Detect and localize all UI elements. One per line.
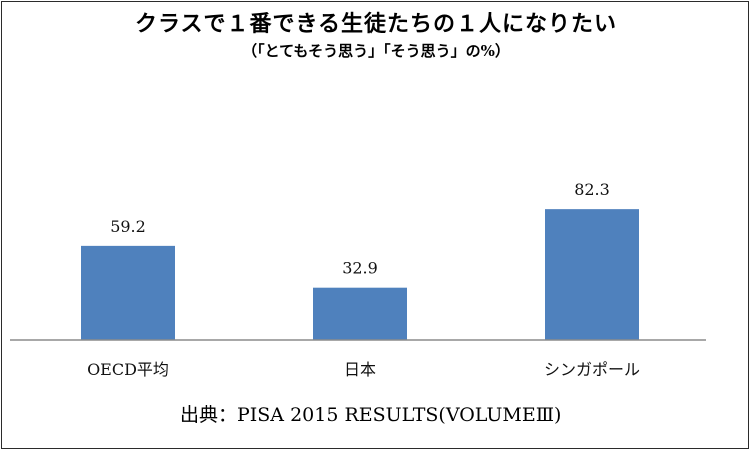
chart-subtitle: （「とてもそう思う」「そう思う」の%）	[242, 42, 510, 60]
category-label-1: 日本	[344, 360, 376, 379]
category-label-2: シンガポール	[544, 360, 640, 379]
bar-0	[81, 245, 175, 340]
source-note: 出典：PISA 2015 RESULTS(VOLUMEⅢ)	[180, 404, 562, 426]
data-label-2: 82.3	[574, 180, 610, 199]
bar-1	[313, 287, 407, 340]
bar-2	[545, 209, 639, 340]
data-label-0: 59.2	[110, 217, 146, 236]
category-label-0: OECD平均	[87, 360, 169, 379]
data-label-1: 32.9	[342, 259, 378, 278]
chart-title: クラスで１番できる生徒たちの１人になりたい	[134, 11, 618, 37]
